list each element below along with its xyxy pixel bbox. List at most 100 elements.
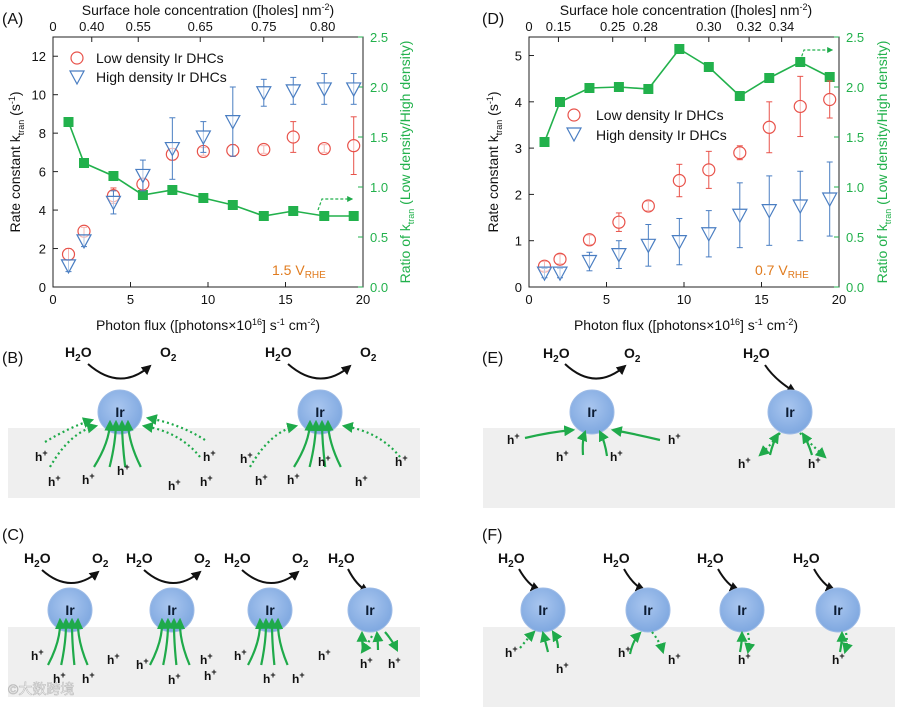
ratio-point (584, 83, 595, 93)
ratio-point (167, 185, 178, 195)
low-density-point (793, 99, 807, 114)
low-density-point (257, 142, 271, 157)
condition-label-d: 0.7 VRHE (755, 262, 809, 281)
y2-tick-label: 0.5 (370, 230, 388, 245)
high-density-point (610, 247, 627, 263)
water-label: H2O (543, 345, 570, 365)
y-tick-label: 0 (39, 280, 46, 295)
top-axis-title-d: Surface hole concentration ([holes] nm-2… (560, 2, 812, 18)
top-tick-label: 0.30 (696, 19, 721, 34)
hole-label: h+ (292, 670, 305, 686)
reaction-arrow (564, 363, 627, 380)
hole-label: h+ (287, 471, 300, 487)
hole-transfer-arrow (162, 617, 174, 666)
reaction-arrow (518, 568, 541, 592)
hole-label: h+ (395, 453, 408, 469)
high-density-point (195, 130, 212, 146)
ir-particle (569, 389, 615, 435)
hole-transfer-arrow-dotted (49, 422, 99, 468)
y-tick-label: 0 (515, 280, 522, 295)
hole-label: h+ (35, 448, 48, 464)
top-tick-label: 0.40 (79, 19, 104, 34)
low-density-point (612, 215, 626, 229)
y2-axis-title-a: Ratio of ktran (Low density/High density… (397, 41, 416, 284)
water-label: H2O (126, 550, 153, 570)
oxygen-label: O2 (194, 550, 211, 570)
chart-panel-a: (A) Surface hole concentration ([holes] … (2, 2, 416, 333)
ir-label: Ir (115, 404, 125, 420)
hole-transfer-arrow (116, 419, 128, 468)
hole-transfer-arrow-dotted (145, 414, 206, 441)
x-tick-label: 0 (49, 292, 56, 307)
water-label: H2O (224, 550, 251, 570)
low-density-point (641, 199, 655, 213)
panel-letter-e: (E) (482, 350, 503, 367)
ir-particle (767, 389, 813, 435)
hole-transfer-arrow-dotted (519, 630, 536, 649)
ratio-axis-arrow-d (799, 47, 834, 62)
high-density-point (316, 82, 333, 98)
hole-label: h+ (82, 471, 95, 487)
hole-label: h+ (388, 655, 401, 671)
hole-label: h+ (203, 448, 216, 464)
hole-transfer-arrow (272, 617, 289, 666)
legend-low-label: Low density Ir DHCs (96, 50, 224, 66)
hole-transfer-arrow-dotted (141, 422, 201, 458)
legend-d: Low density Ir DHCs High density Ir DHCs (565, 107, 727, 143)
water-label: H2O (743, 345, 770, 365)
ratio-point (643, 84, 654, 94)
top-tick-label: 0 (49, 19, 56, 34)
ir-label: Ir (365, 602, 375, 618)
x-tick-label: 20 (356, 292, 370, 307)
ratio-point (258, 211, 269, 221)
legend-high-marker (68, 70, 86, 86)
x-tick-label: 5 (127, 292, 134, 307)
legend-high-label: High density Ir DHCs (96, 69, 227, 85)
hole-label: h+ (832, 651, 845, 667)
hole-label: h+ (360, 655, 373, 671)
top-tick-label: 0.80 (310, 19, 335, 34)
ir-label: Ir (833, 602, 843, 618)
high-density-point (700, 227, 717, 243)
hole-label: h+ (263, 670, 276, 686)
low-density-point (733, 146, 747, 160)
hole-label: h+ (505, 644, 518, 660)
reaction-arrow (87, 363, 152, 380)
hole-label: h+ (168, 671, 181, 687)
hole-label: h+ (48, 473, 61, 489)
ratio-point (703, 62, 714, 72)
water-label: H2O (793, 550, 820, 570)
oxygen-label: O2 (160, 344, 177, 364)
oxygen-label: O2 (624, 345, 641, 365)
high-density-point (536, 266, 553, 282)
hole-transfer-arrow (316, 419, 328, 468)
ratio-point (137, 190, 148, 200)
ratio-point (824, 72, 835, 82)
hole-transfer-arrow (768, 432, 780, 456)
panel-letter-b: (B) (2, 350, 23, 367)
oxygen-label: O2 (360, 344, 377, 364)
ratio-point (539, 137, 550, 147)
high-density-point (792, 199, 809, 215)
water-label: H2O (603, 550, 630, 570)
low-density-point (762, 120, 776, 134)
chart-panel-d: (D) Surface hole concentration ([holes] … (482, 2, 893, 333)
hole-label: h+ (556, 660, 569, 676)
axis-ticks-a: 0 5 10 15 20 0 2 4 6 8 10 12 0.0 0.5 1.0 1.5 2.0 2.5 0 0.40… (32, 19, 389, 307)
panel-letter-d: (D) (482, 11, 504, 28)
panel-letter-c: (C) (2, 527, 24, 544)
high-density-point (60, 259, 77, 275)
reaction-arrow (241, 569, 300, 584)
water-label: H2O (65, 344, 92, 364)
hole-transfer-arrow (599, 430, 609, 457)
y-tick-label: 4 (515, 95, 522, 110)
y2-tick-label: 1.0 (370, 180, 388, 195)
hole-label: h+ (668, 431, 681, 447)
y2-axis-title-d: Ratio of ktran (Low density/High density… (874, 41, 893, 284)
data-marks-d (536, 44, 838, 282)
ir-label: Ir (587, 404, 597, 420)
high-density-point (640, 238, 657, 254)
y2-tick-label: 1.5 (370, 130, 388, 145)
reaction-arrow (717, 568, 740, 592)
